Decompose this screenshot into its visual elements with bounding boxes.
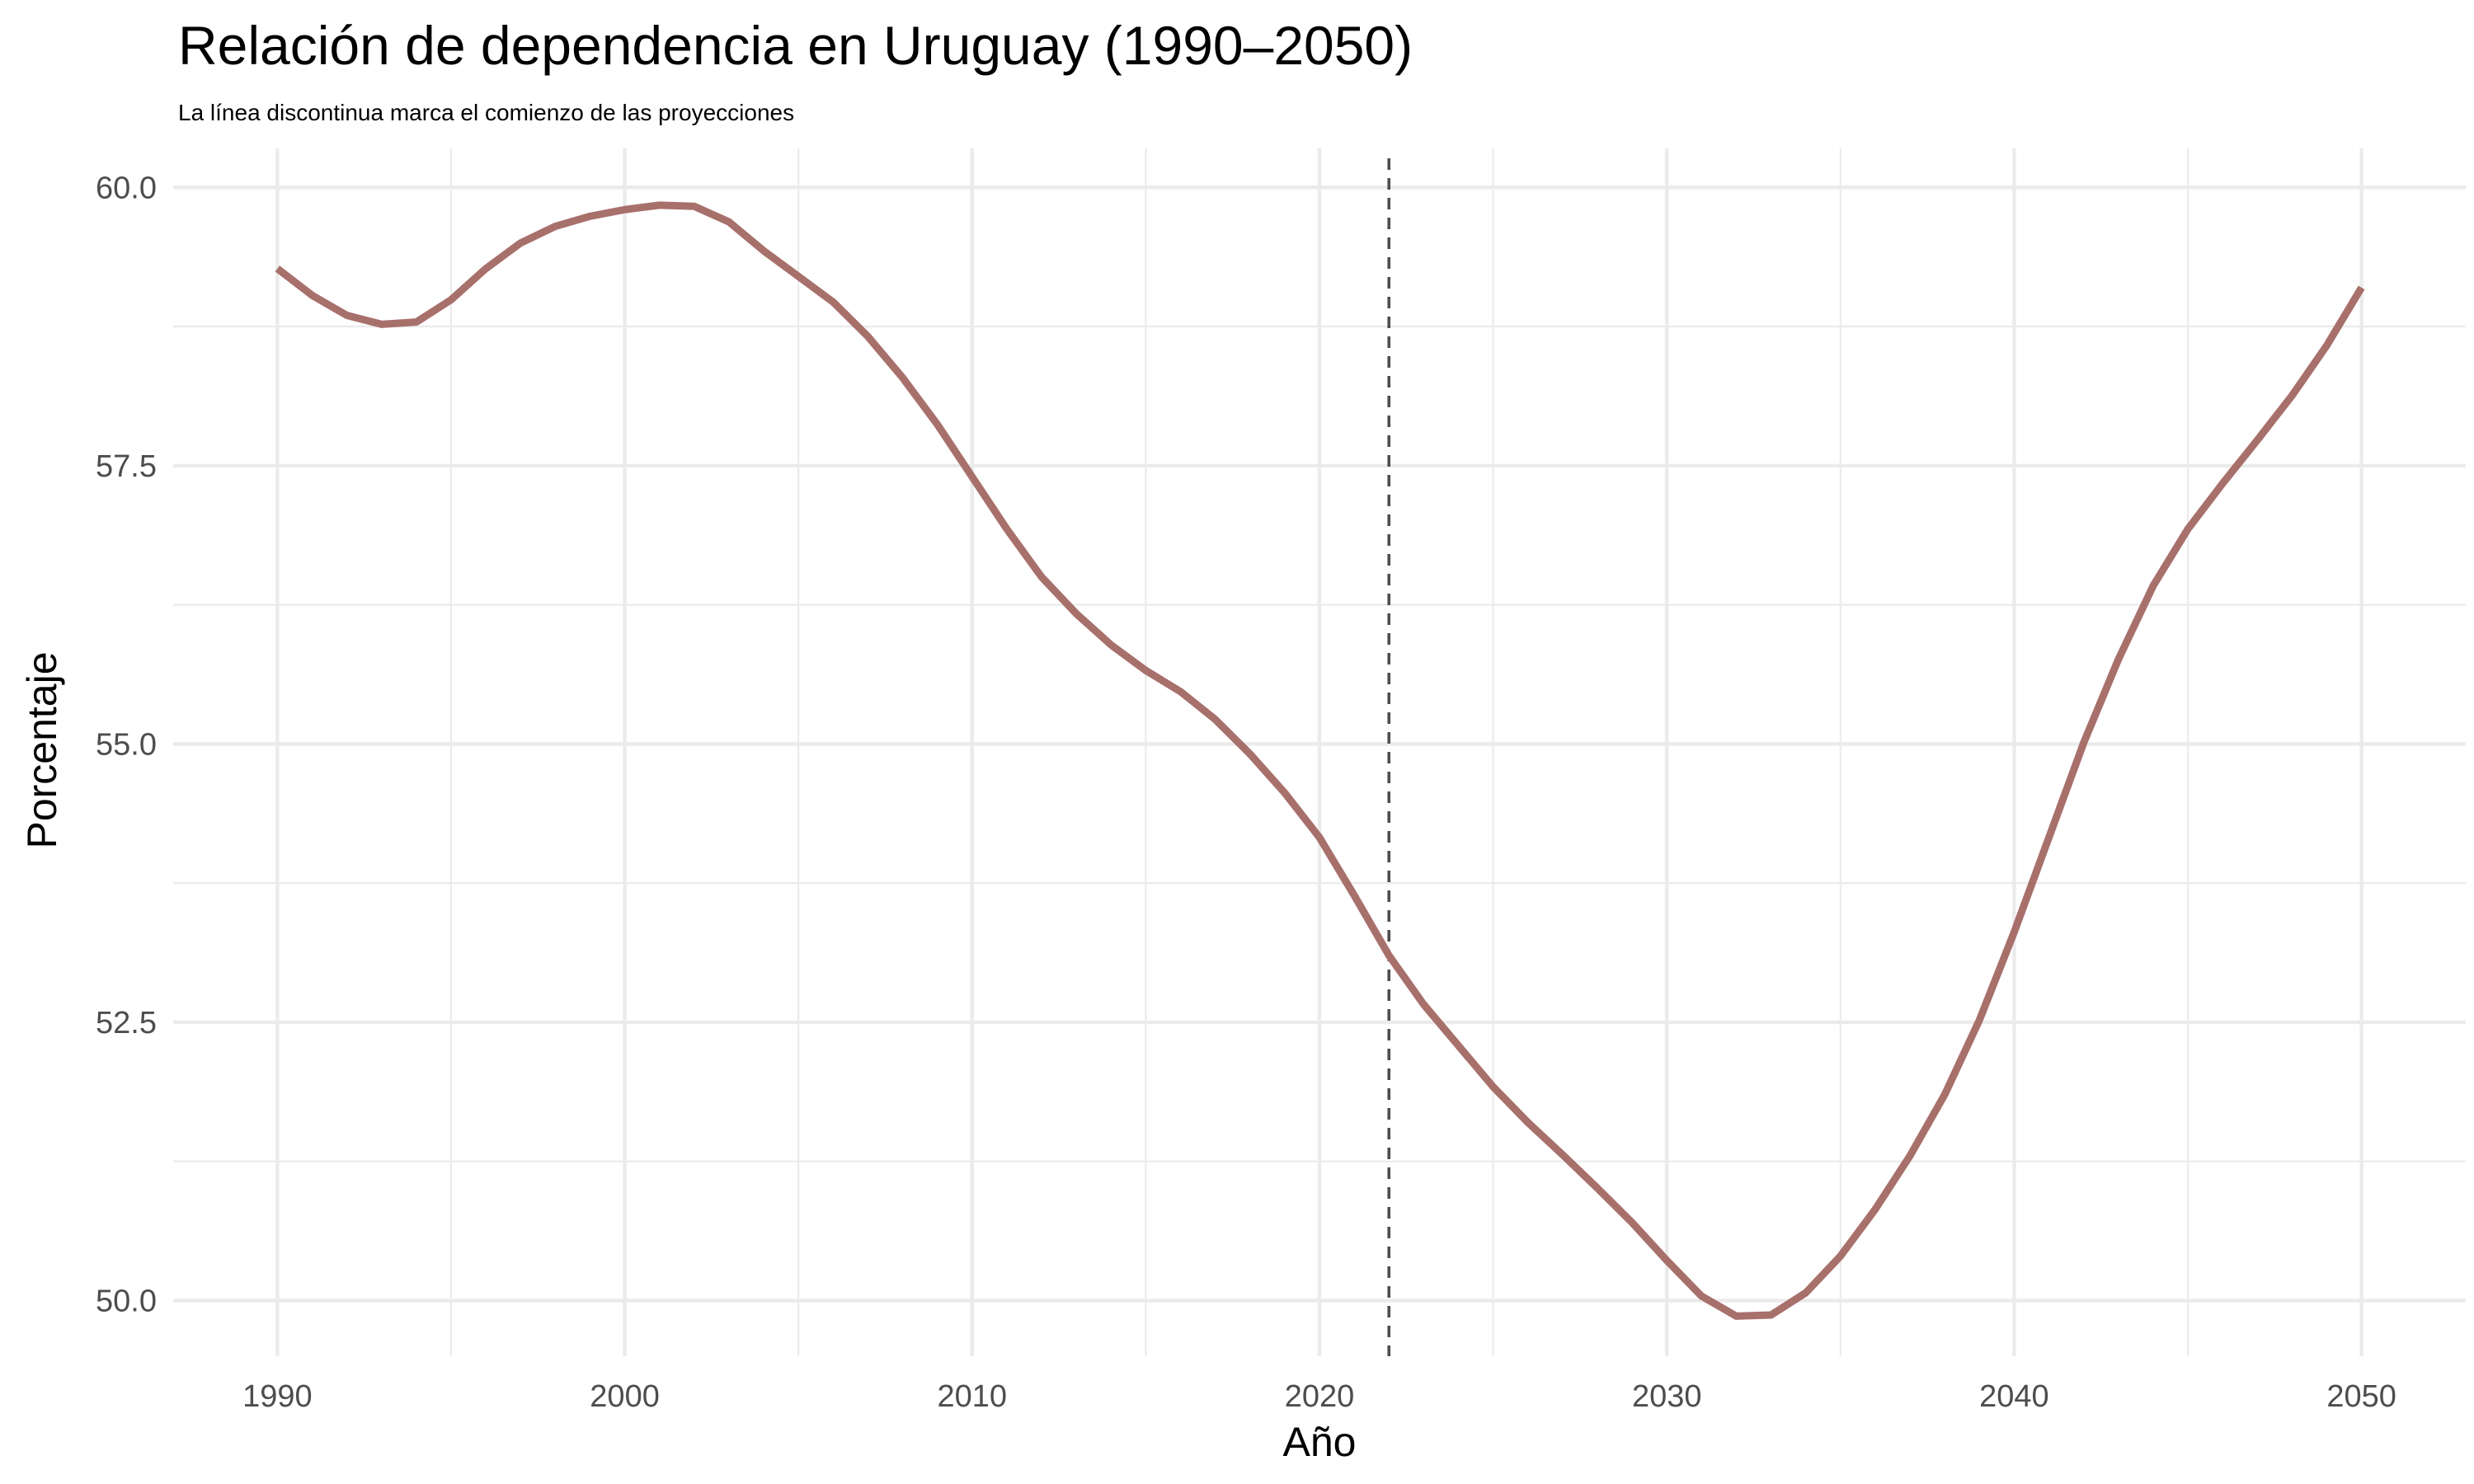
series-line (275, 201, 2365, 1320)
y-tick-label: 50.0 (96, 1284, 157, 1318)
x-axis-title: Año (1283, 1419, 1357, 1465)
x-tick-label: 2010 (938, 1379, 1008, 1414)
x-tick-label: 2000 (590, 1379, 660, 1414)
x-tick-label: 2030 (1632, 1379, 1702, 1414)
y-axis-ticks: 50.0 52.5 55.0 57.5 60.0 (96, 171, 157, 1318)
x-tick-label: 1990 (242, 1379, 313, 1414)
x-tick-label: 2020 (1285, 1379, 1355, 1414)
x-tick-label: 2050 (2326, 1379, 2396, 1414)
major-gridlines (173, 148, 2466, 1356)
x-axis-ticks: 1990 2000 2010 2020 2030 2040 2050 (242, 1379, 2396, 1414)
chart-subtitle: La línea discontinua marca el comienzo d… (178, 100, 794, 125)
y-tick-label: 55.0 (96, 727, 157, 762)
y-tick-label: 60.0 (96, 171, 157, 205)
y-axis-title: Porcentaje (19, 651, 65, 848)
x-tick-label: 2040 (1979, 1379, 2049, 1414)
y-tick-label: 57.5 (96, 449, 157, 484)
chart-title: Relación de dependencia en Uruguay (1990… (178, 15, 1413, 76)
series-layer (275, 201, 2365, 1320)
y-tick-label: 52.5 (96, 1006, 157, 1040)
